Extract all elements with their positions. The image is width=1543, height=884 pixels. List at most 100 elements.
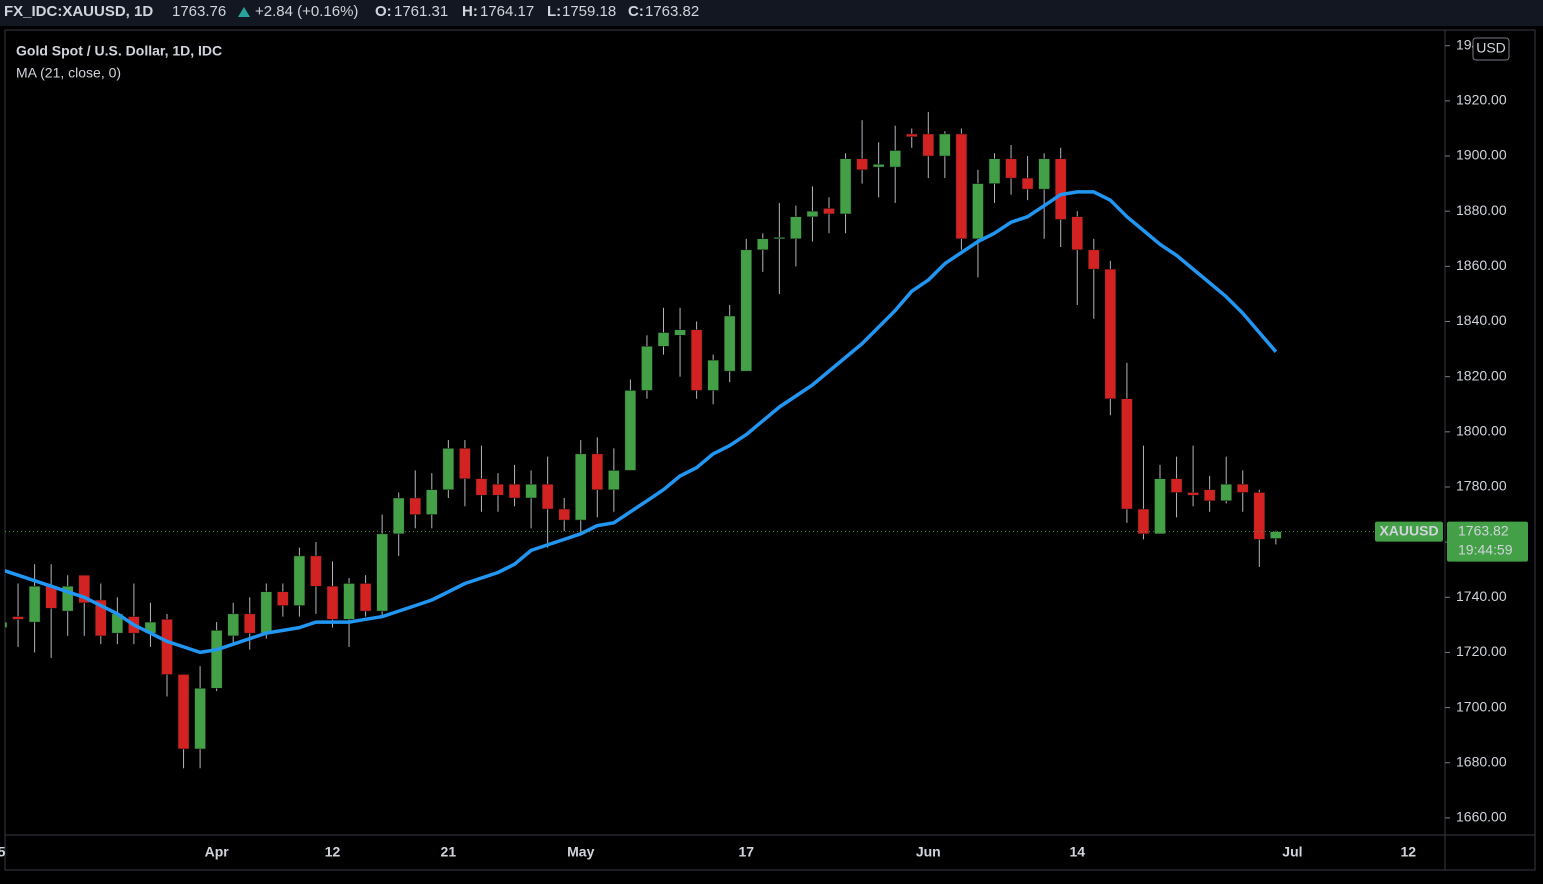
candle-body <box>376 533 388 612</box>
ohlc-label: L: <box>547 3 561 20</box>
candle-body <box>641 346 653 391</box>
x-tick-label: 14 <box>1069 844 1085 860</box>
plot <box>5 111 1282 769</box>
candle-body <box>575 453 587 521</box>
candle-body <box>1220 483 1232 502</box>
frame <box>4 29 1536 871</box>
price-label-box <box>1447 521 1528 562</box>
candle-body <box>1121 398 1133 510</box>
candle-body <box>790 216 802 240</box>
candle-body <box>608 470 620 490</box>
candle-body <box>806 210 819 217</box>
countdown: 19:44:59 <box>1458 541 1513 557</box>
ma-line <box>5 190 1278 655</box>
candle-body <box>1187 492 1199 496</box>
y-tick-label: 1780.00 <box>1456 478 1507 494</box>
candle-body <box>177 674 190 750</box>
candle-body <box>972 183 984 240</box>
candle-body <box>674 329 686 336</box>
candle-body <box>442 448 455 490</box>
candle-body <box>227 613 239 637</box>
ma-legend: MA (21, close, 0) <box>16 65 121 81</box>
candle-body <box>723 315 736 372</box>
y-tick-label: 1900.00 <box>1456 147 1507 163</box>
candle-body <box>839 158 852 215</box>
y-tick-label: 1840.00 <box>1456 312 1507 328</box>
candle-body <box>773 237 786 240</box>
candle-body <box>591 453 604 490</box>
x-tick-label: May <box>567 844 594 860</box>
candle-body <box>426 489 438 515</box>
candle-body <box>988 158 1001 184</box>
candle-body <box>277 591 289 606</box>
x-tick-label: 21 <box>441 844 457 860</box>
candle-body <box>657 332 670 347</box>
ohlc-label: O: <box>375 3 392 20</box>
candle-body <box>1054 158 1067 220</box>
candle-body <box>343 583 355 620</box>
candle-body <box>1038 158 1050 190</box>
candle-body <box>1005 158 1017 179</box>
candle-body <box>78 574 90 604</box>
x-tick-label: 12 <box>325 844 341 860</box>
y-tick-label: 1700.00 <box>1456 698 1507 714</box>
candle-body <box>889 150 901 168</box>
candle-body <box>939 133 951 157</box>
candle-body <box>244 613 256 634</box>
currency: USD <box>1476 40 1506 56</box>
y-tick-label: 1820.00 <box>1456 367 1507 383</box>
candle-body <box>690 329 703 391</box>
y-tick-label: 1680.00 <box>1456 753 1507 769</box>
candle-body <box>45 585 57 609</box>
x-tick-label: Apr <box>205 844 230 860</box>
candle-body <box>906 133 918 137</box>
candle-body <box>872 164 885 168</box>
candle-body <box>1203 489 1216 502</box>
x-tick-label: 12 <box>1400 844 1416 860</box>
ohlc-label: C: <box>628 3 644 20</box>
y-tick-label: 1880.00 <box>1456 202 1507 218</box>
header-change: +2.84 (+0.16%) <box>255 3 358 20</box>
candle-body <box>1237 483 1249 493</box>
candle-body <box>508 483 521 499</box>
ohlc-label: H: <box>462 3 478 20</box>
x-tick-label: 5 <box>0 844 6 860</box>
candle-body <box>1170 478 1183 493</box>
candle-body <box>5 621 8 628</box>
candle-body <box>475 478 488 496</box>
y-tick-label: 1860.00 <box>1456 257 1507 273</box>
series-label: XAUUSD <box>1379 522 1438 538</box>
candle-body <box>757 238 769 251</box>
symbol: FX_IDC:XAUUSD, 1D <box>4 3 153 20</box>
candle-body <box>707 359 719 391</box>
candle-body <box>1253 492 1266 540</box>
candle-body <box>210 630 223 689</box>
candle-body <box>95 599 107 637</box>
candle-body <box>1071 216 1083 251</box>
candle-body <box>61 585 74 612</box>
x-tick-label: 17 <box>738 844 754 860</box>
candle-body <box>856 158 868 171</box>
y-tick-label: 1660.00 <box>1456 809 1507 825</box>
ohlc-value: 1764.17 <box>480 3 534 20</box>
currency-box <box>1472 37 1510 61</box>
chart-title: Gold Spot / U.S. Dollar, 1D, IDC <box>16 43 222 59</box>
candle-body <box>161 619 173 675</box>
ohlc-value: 1759.18 <box>562 3 616 20</box>
y-tick-label: 1720.00 <box>1456 643 1507 659</box>
ohlc-value: 1763.82 <box>645 3 699 20</box>
candle-body <box>1104 268 1117 399</box>
x-tick-label: Jun <box>916 844 941 860</box>
candle-body <box>1021 177 1034 190</box>
candle-body <box>1270 531 1282 539</box>
ohlc-value: 1761.31 <box>394 3 448 20</box>
candle-body <box>1154 478 1166 535</box>
y-tick-label: 1800.00 <box>1456 423 1507 439</box>
candle-body <box>392 497 405 535</box>
candle-body <box>409 497 421 515</box>
candle-body <box>260 591 273 634</box>
candle-body <box>293 555 306 606</box>
